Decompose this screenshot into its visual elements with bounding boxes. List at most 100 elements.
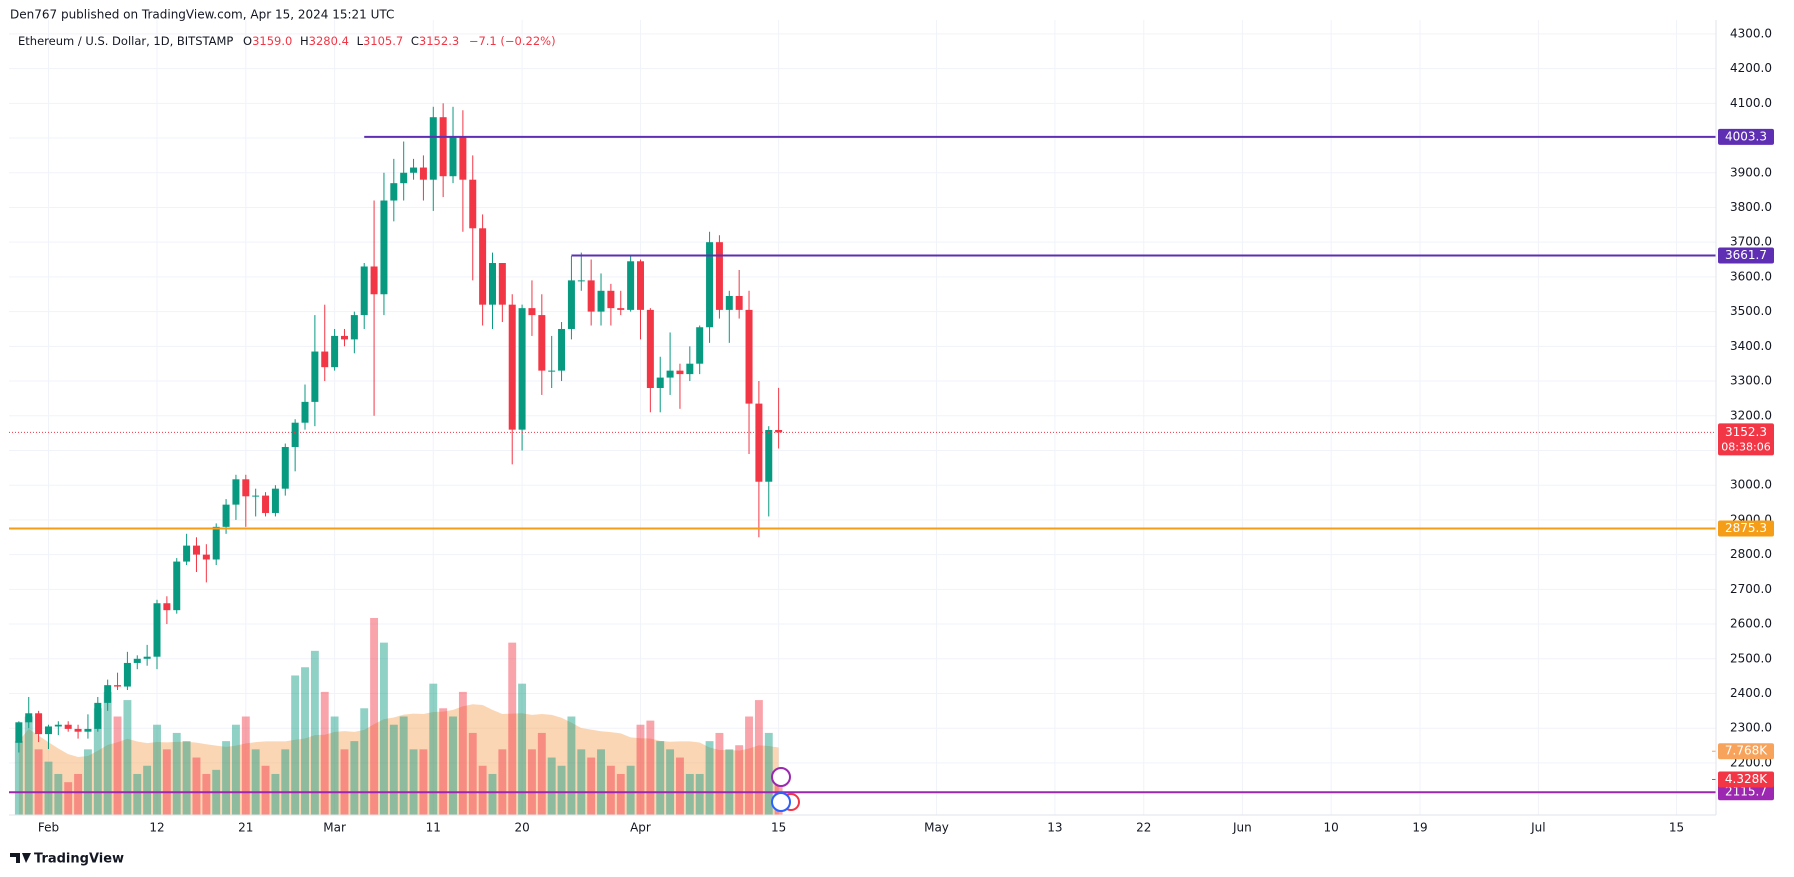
- footer: TradingView: [34, 852, 124, 867]
- volume-bar: [310, 650, 319, 815]
- volume-bar: [508, 642, 517, 815]
- candle-body: [153, 603, 161, 657]
- volume-bar: [182, 741, 191, 815]
- volume-bar: [597, 749, 605, 815]
- volume-pane: [14, 618, 783, 815]
- candle-body: [488, 263, 496, 305]
- y-tick-label: 3000.0: [1730, 478, 1772, 492]
- candle-body: [390, 183, 398, 201]
- level-label: 2875.3: [1725, 521, 1767, 535]
- legend-key: C: [411, 34, 419, 48]
- candle-body: [469, 179, 477, 229]
- x-tick-label: 10: [1324, 821, 1339, 835]
- volume-bar: [202, 773, 211, 815]
- candle-body: [301, 401, 309, 423]
- level-label-box: [1718, 247, 1774, 264]
- volume-bar: [153, 724, 161, 815]
- level-label: 3661.7: [1725, 248, 1767, 262]
- x-tick-label: 11: [426, 821, 441, 835]
- volume-bar: [34, 749, 43, 815]
- volume-bar: [429, 683, 438, 815]
- volume-bar: [537, 732, 546, 815]
- last-price-box: [1718, 423, 1774, 456]
- legend-value: 3152.3: [419, 34, 459, 48]
- candle-body: [449, 136, 457, 177]
- x-tick-label: Jun: [1232, 821, 1252, 835]
- candle-body: [745, 309, 753, 404]
- candle-body: [498, 263, 506, 305]
- volume-bar: [320, 691, 329, 815]
- legend-value: 3159.0: [252, 34, 292, 48]
- volume-bar: [389, 724, 398, 815]
- candle-body: [104, 685, 112, 703]
- candle-body: [429, 117, 437, 180]
- legend-key: H: [300, 34, 309, 48]
- candle-body: [765, 429, 773, 482]
- legend-key: L: [357, 34, 364, 48]
- candle-body: [725, 295, 733, 310]
- volume-bar: [488, 773, 497, 815]
- candle-body: [656, 377, 664, 388]
- x-tick-label: 21: [238, 821, 253, 835]
- volume-label: 4.328K: [1725, 772, 1768, 786]
- volume-bar: [646, 720, 655, 815]
- volume-bar: [360, 708, 369, 815]
- candle-body: [64, 724, 72, 729]
- candle-body: [262, 495, 270, 513]
- candle-body: [508, 304, 516, 430]
- x-tick-label: Apr: [630, 821, 651, 835]
- volume-bar: [350, 741, 359, 815]
- volume-bar: [606, 765, 615, 815]
- y-tick-label: 3500.0: [1730, 304, 1772, 318]
- volume-bar: [251, 749, 260, 815]
- grid: [9, 20, 1716, 815]
- volume-bar: [409, 749, 418, 815]
- candle-body: [518, 308, 526, 430]
- volume-bar: [133, 773, 142, 815]
- y-tick-label: 3200.0: [1730, 408, 1772, 422]
- volume-bar: [291, 675, 300, 815]
- candle-body: [252, 495, 260, 497]
- y-tick-label: 2700.0: [1730, 582, 1772, 596]
- volume-bar: [577, 749, 586, 815]
- y-tick-label: 2300.0: [1730, 721, 1772, 735]
- candle-body: [538, 315, 546, 371]
- candle-body: [222, 504, 230, 527]
- candle-body: [696, 327, 704, 364]
- volume-bar: [735, 745, 744, 815]
- volume-bar: [14, 741, 23, 815]
- candle-body: [44, 726, 52, 735]
- legend-change: −7.1 (−0.22%): [469, 34, 556, 48]
- volume-bar: [380, 642, 388, 815]
- candle-body: [54, 724, 62, 727]
- y-tick-label: 2600.0: [1730, 617, 1772, 631]
- volume-ma-area: [18, 704, 779, 815]
- volume-bar: [587, 757, 596, 815]
- candle-body: [311, 351, 319, 402]
- last-price-label: 3152.3: [1725, 425, 1767, 439]
- volume-bar: [103, 691, 112, 815]
- volume-bar: [439, 708, 448, 815]
- header: Den767 published on TradingView.com, Apr…: [10, 8, 394, 22]
- candle-body: [548, 370, 556, 372]
- candle-body: [646, 309, 654, 388]
- volume-bar: [557, 765, 566, 815]
- candle-body: [617, 308, 625, 310]
- candle-body: [212, 526, 220, 560]
- candle-body: [567, 280, 575, 329]
- volume-bar: [44, 761, 53, 815]
- candle-body: [686, 363, 694, 375]
- volume-bar: [715, 732, 724, 815]
- candle-body: [479, 228, 487, 305]
- candle-body: [755, 403, 763, 482]
- volume-bar: [764, 732, 773, 815]
- x-tick-label: 22: [1136, 821, 1151, 835]
- volume-bar: [54, 773, 63, 815]
- volume-bar: [172, 732, 181, 815]
- y-tick-label: 3300.0: [1730, 374, 1772, 388]
- volume-bar: [705, 741, 714, 815]
- volume-bar: [725, 749, 734, 815]
- candle-body: [242, 479, 250, 497]
- candle-body: [370, 266, 378, 295]
